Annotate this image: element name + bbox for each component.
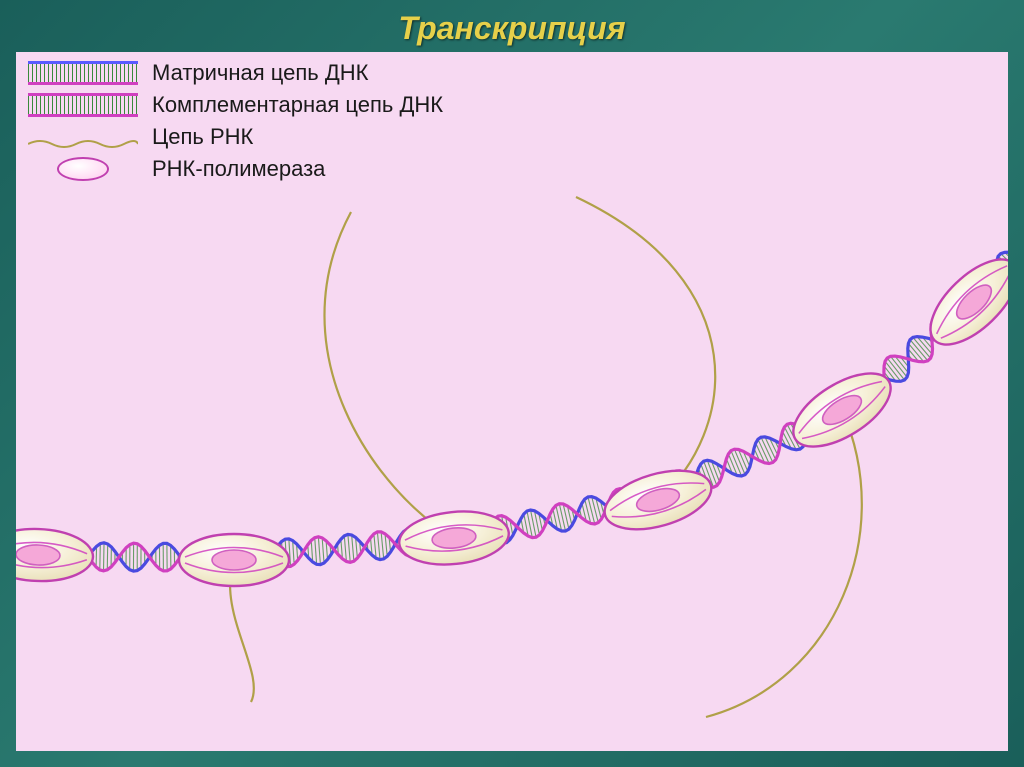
legend-row-rna: Цепь РНК [28, 122, 443, 152]
legend-row-complementary: Комплементарная цепь ДНК [28, 90, 443, 120]
rna-strand [576, 197, 715, 500]
swatch-polymerase-icon [28, 157, 138, 181]
legend-row-polymerase: РНК-полимераза [28, 154, 443, 184]
polymerase-oval-icon [57, 157, 109, 181]
swatch-template-icon [28, 61, 138, 85]
slide-title: Транскрипция [0, 10, 1024, 47]
legend-label-polymerase: РНК-полимераза [152, 156, 325, 182]
swatch-rna-icon [28, 136, 138, 146]
rna-strand [324, 212, 454, 538]
legend-label-rna: Цепь РНК [152, 124, 253, 150]
slide: Транскрипция Матричная цепь ДНК Комплеме… [0, 0, 1024, 767]
legend-label-complementary: Комплементарная цепь ДНК [152, 92, 443, 118]
legend-row-template: Матричная цепь ДНК [28, 58, 443, 88]
rna-strands [230, 197, 862, 717]
polymerase [16, 527, 94, 583]
legend: Матричная цепь ДНК Комплементарная цепь … [28, 58, 443, 186]
polymerase [397, 506, 512, 569]
swatch-complementary-icon [28, 93, 138, 117]
diagram-area: Матричная цепь ДНК Комплементарная цепь … [16, 52, 1008, 751]
polymerase [179, 534, 289, 586]
polymerase [916, 245, 1008, 359]
legend-label-template: Матричная цепь ДНК [152, 60, 368, 86]
